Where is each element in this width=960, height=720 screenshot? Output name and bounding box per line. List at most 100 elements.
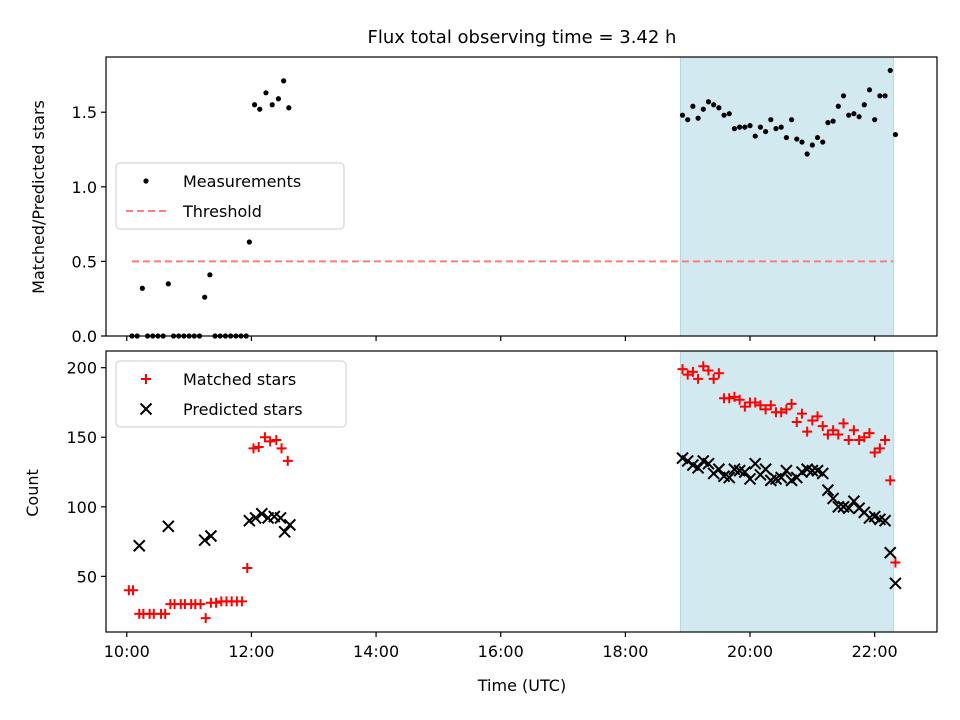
data-point <box>742 124 748 130</box>
data-point <box>804 151 810 157</box>
y-tick-label: 1.5 <box>72 103 97 122</box>
data-point <box>763 128 769 135</box>
data-point <box>200 613 211 624</box>
data-point <box>884 546 897 559</box>
data-point <box>716 105 722 111</box>
data-point <box>757 124 764 130</box>
data-point <box>195 599 206 610</box>
data-point <box>726 111 732 117</box>
data-point <box>257 106 263 112</box>
y-tick-label: 50 <box>77 567 97 586</box>
data-point <box>842 501 855 515</box>
data-point <box>713 368 724 379</box>
data-point <box>281 78 287 84</box>
data-point <box>729 391 740 402</box>
data-point <box>864 428 875 439</box>
data-point <box>887 67 893 74</box>
data-point <box>139 285 145 291</box>
data-point <box>708 373 719 384</box>
data-point <box>835 103 841 109</box>
data-point <box>253 441 264 452</box>
data-point <box>198 533 211 547</box>
data-point <box>133 539 146 552</box>
data-point <box>282 455 293 466</box>
x-tick-label: 22:00 <box>852 642 898 661</box>
data-point <box>814 134 821 141</box>
data-point <box>128 585 139 596</box>
data-point <box>830 118 836 124</box>
data-point <box>806 464 819 477</box>
data-point <box>851 111 857 117</box>
data-point <box>838 418 849 429</box>
data-point <box>249 511 262 525</box>
data-point <box>885 475 896 486</box>
data-point <box>776 407 787 418</box>
x-tick-label: 12:00 <box>228 642 274 661</box>
legend-label: Matched stars <box>183 370 296 389</box>
data-point <box>794 136 800 142</box>
data-point <box>693 373 704 384</box>
data-point <box>731 126 738 132</box>
data-point <box>734 394 745 405</box>
data-point <box>825 120 831 126</box>
data-point <box>705 99 712 105</box>
data-point <box>750 397 761 408</box>
data-point <box>874 443 885 454</box>
legend-label: Measurements <box>183 172 301 191</box>
data-point <box>739 401 750 412</box>
data-point <box>786 398 797 409</box>
ratio-panel-legend: Measurements Threshold <box>115 162 345 230</box>
data-point <box>843 435 854 446</box>
x-tick-label: 10:00 <box>104 642 150 661</box>
data-point <box>685 117 691 123</box>
data-point <box>207 272 213 278</box>
data-point <box>866 87 873 93</box>
ratio-panel-frame <box>105 56 938 337</box>
legend-box <box>115 162 345 230</box>
data-point <box>796 408 807 419</box>
legend-swatch <box>141 374 151 384</box>
data-point <box>832 500 845 514</box>
data-point <box>275 96 282 102</box>
chart-title: Flux total observing time = 3.42 h <box>368 27 677 48</box>
bottom-y-axis-label: Count <box>23 469 42 517</box>
data-point <box>749 457 762 470</box>
data-point <box>278 525 291 539</box>
data-point <box>283 518 297 532</box>
legend-box <box>115 360 347 428</box>
data-point <box>679 112 686 118</box>
x-tick-label: 14:00 <box>353 642 399 661</box>
data-point <box>847 495 861 508</box>
data-point <box>263 90 269 96</box>
data-point <box>768 117 774 123</box>
data-point <box>202 294 208 300</box>
data-point <box>712 463 726 476</box>
chart-marks: 0.0 0.5 1.0 1.5 Measurements Threshold 50 100 15… <box>66 56 938 661</box>
data-point <box>276 443 287 454</box>
data-point <box>738 465 752 479</box>
count-panel-shaded-region <box>679 350 894 633</box>
data-point <box>859 432 870 443</box>
legend-swatch <box>143 178 149 184</box>
data-point <box>286 105 292 111</box>
data-point <box>807 415 818 426</box>
ratio-panel-shaded-region <box>679 56 894 337</box>
y-tick-label: 1.0 <box>72 178 97 197</box>
data-point <box>802 426 813 437</box>
x-tick-label: 18:00 <box>602 642 648 661</box>
data-point <box>703 365 714 376</box>
data-point <box>755 400 766 411</box>
data-point <box>872 117 878 123</box>
data-point <box>677 364 688 375</box>
data-point <box>269 102 275 108</box>
data-point <box>828 425 839 436</box>
data-point <box>788 117 795 123</box>
data-point <box>816 467 829 480</box>
data-point <box>878 514 892 527</box>
data-point <box>759 463 772 476</box>
data-point <box>702 457 715 470</box>
data-point <box>854 435 865 446</box>
x-tick-label: 16:00 <box>478 642 524 661</box>
data-point <box>259 432 270 443</box>
data-point <box>880 435 891 446</box>
